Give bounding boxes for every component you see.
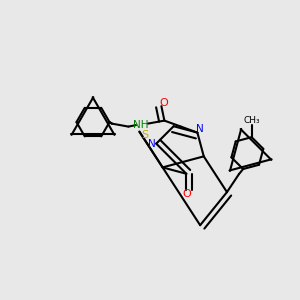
Text: N: N [148, 139, 156, 148]
Text: N: N [196, 124, 204, 134]
Text: O: O [159, 98, 168, 108]
Text: CH₃: CH₃ [243, 116, 260, 125]
Text: O: O [182, 189, 191, 199]
Text: NH: NH [133, 120, 148, 130]
Text: S: S [141, 130, 148, 140]
